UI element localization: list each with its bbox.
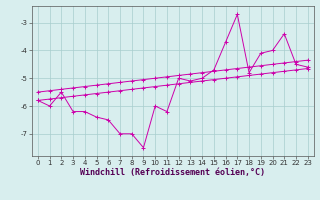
- X-axis label: Windchill (Refroidissement éolien,°C): Windchill (Refroidissement éolien,°C): [80, 168, 265, 177]
